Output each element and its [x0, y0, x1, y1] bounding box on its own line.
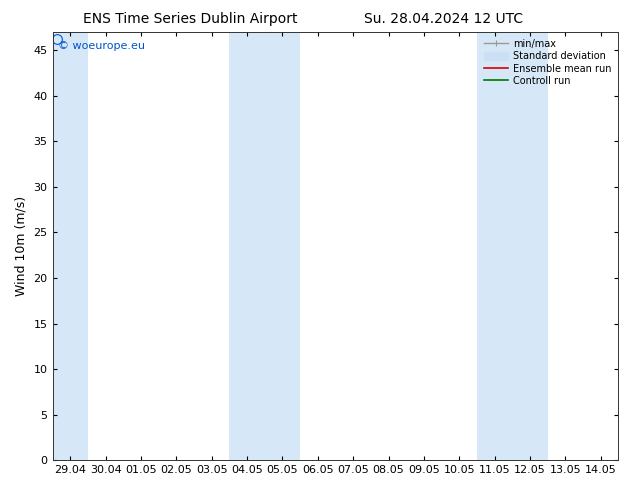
Text: Su. 28.04.2024 12 UTC: Su. 28.04.2024 12 UTC — [365, 12, 523, 26]
Text: © woeurope.eu: © woeurope.eu — [58, 41, 145, 50]
Legend: min/max, Standard deviation, Ensemble mean run, Controll run: min/max, Standard deviation, Ensemble me… — [482, 37, 614, 88]
Y-axis label: Wind 10m (m/s): Wind 10m (m/s) — [15, 196, 28, 296]
Bar — [230, 32, 300, 460]
Text: ENS Time Series Dublin Airport: ENS Time Series Dublin Airport — [83, 12, 297, 26]
Bar — [477, 32, 548, 460]
Bar — [53, 32, 88, 460]
